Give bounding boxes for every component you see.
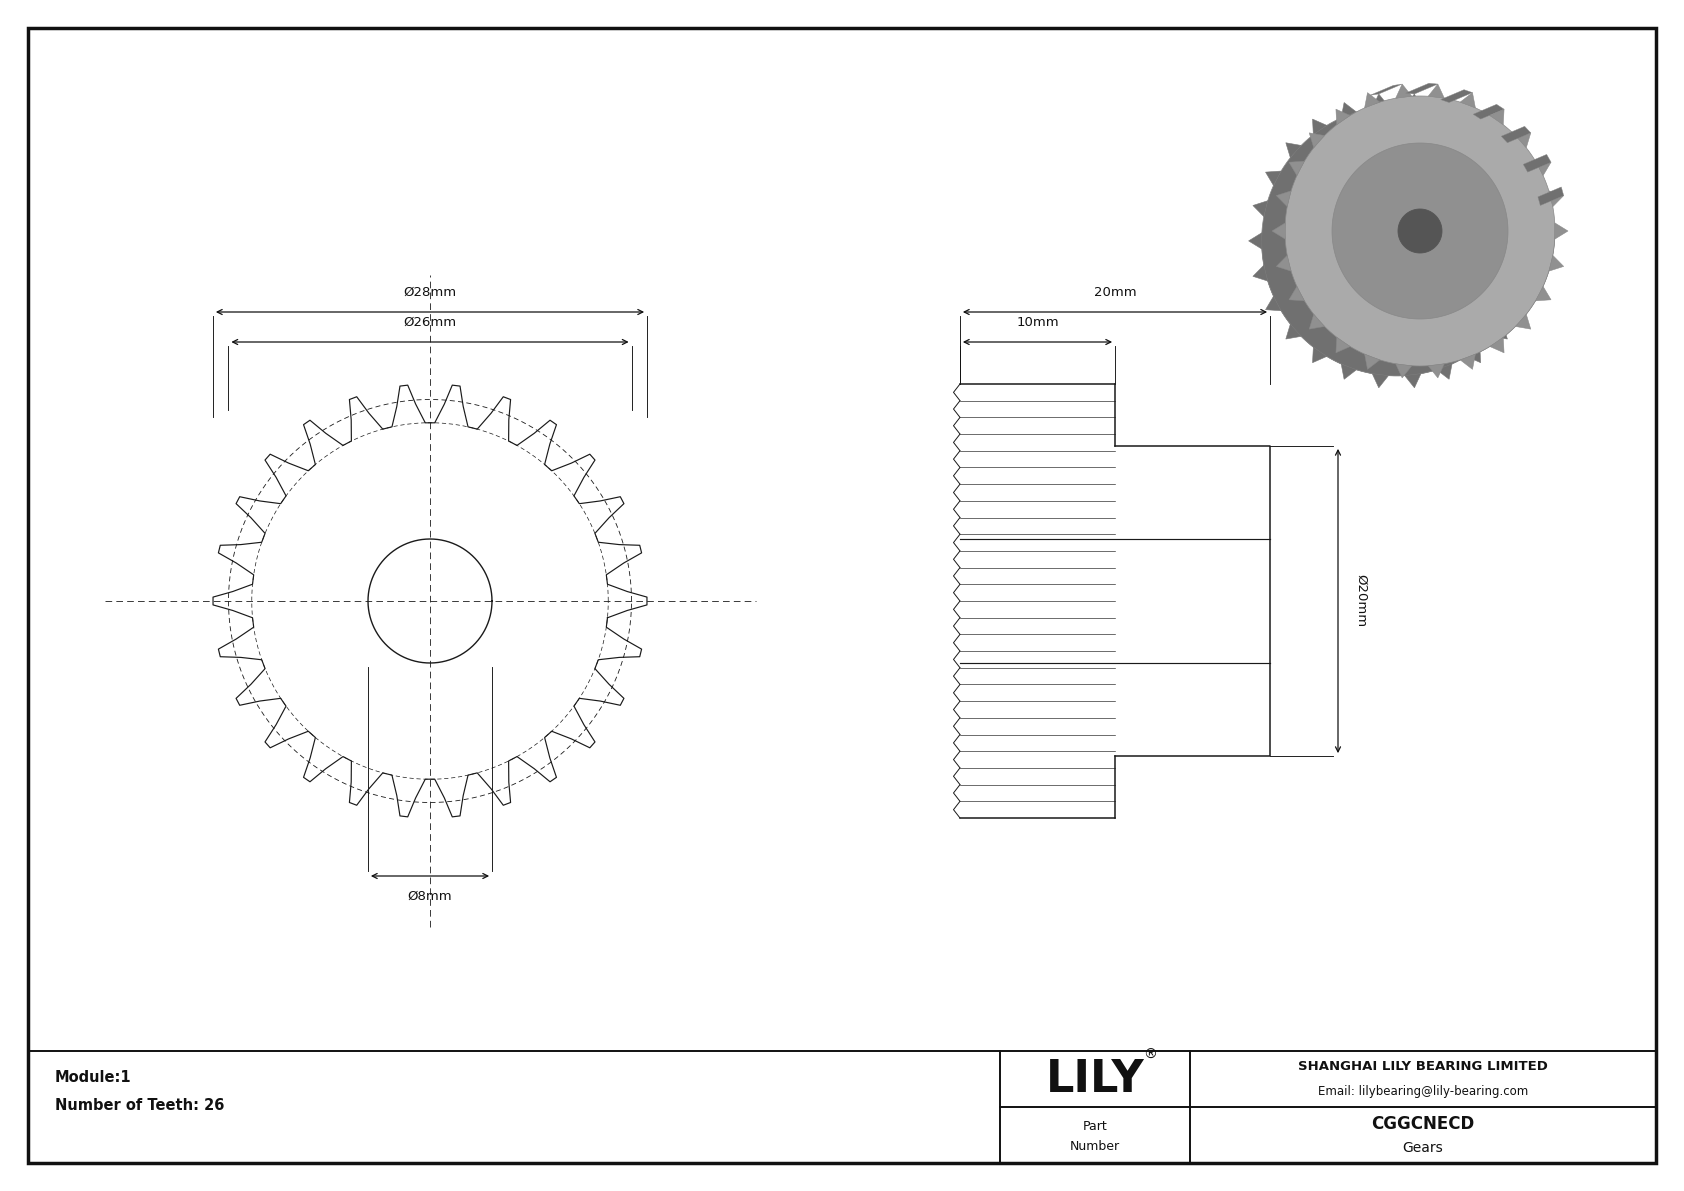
Polygon shape (1372, 94, 1388, 108)
Text: Number of Teeth: 26: Number of Teeth: 26 (56, 1098, 224, 1114)
Text: ®: ® (1143, 1048, 1157, 1062)
Polygon shape (1404, 94, 1421, 108)
Polygon shape (1287, 324, 1302, 339)
Polygon shape (1440, 89, 1472, 102)
Polygon shape (1285, 96, 1554, 366)
Text: Ø8mm: Ø8mm (408, 890, 453, 903)
Text: Ø28mm: Ø28mm (404, 286, 456, 299)
Polygon shape (1436, 102, 1452, 118)
Text: Number: Number (1069, 1140, 1120, 1153)
Polygon shape (1369, 85, 1403, 95)
Polygon shape (1512, 297, 1527, 311)
Polygon shape (1248, 232, 1261, 249)
Polygon shape (1526, 266, 1541, 281)
Polygon shape (1460, 93, 1475, 108)
Polygon shape (1288, 286, 1305, 301)
Polygon shape (1436, 364, 1452, 379)
Polygon shape (1467, 347, 1480, 363)
Polygon shape (1287, 143, 1302, 157)
Polygon shape (1404, 374, 1421, 388)
Text: Ø20mm: Ø20mm (1356, 574, 1367, 628)
Polygon shape (1396, 85, 1411, 98)
Text: Module:1: Module:1 (56, 1070, 131, 1085)
Polygon shape (1428, 363, 1445, 378)
Polygon shape (1253, 266, 1268, 281)
Text: 20mm: 20mm (1093, 286, 1137, 299)
Polygon shape (1266, 172, 1282, 186)
Polygon shape (1396, 363, 1411, 378)
Polygon shape (1492, 324, 1507, 339)
Polygon shape (1536, 161, 1551, 175)
Polygon shape (1398, 208, 1442, 252)
Text: Email: lilybearing@lily-bearing.com: Email: lilybearing@lily-bearing.com (1319, 1085, 1527, 1098)
Polygon shape (1490, 110, 1504, 125)
Polygon shape (1554, 223, 1568, 239)
Polygon shape (1261, 106, 1532, 376)
Polygon shape (1460, 354, 1475, 369)
Polygon shape (1312, 119, 1327, 135)
Polygon shape (1308, 133, 1325, 148)
Text: Gears: Gears (1403, 1141, 1443, 1155)
Polygon shape (1536, 286, 1551, 301)
Polygon shape (1276, 191, 1292, 207)
Text: Ø26mm: Ø26mm (404, 316, 456, 329)
Polygon shape (1537, 187, 1564, 206)
Text: SHANGHAI LILY BEARING LIMITED: SHANGHAI LILY BEARING LIMITED (1298, 1060, 1548, 1073)
Polygon shape (1526, 201, 1541, 217)
Polygon shape (1549, 255, 1564, 272)
Polygon shape (1335, 337, 1351, 353)
Polygon shape (1340, 364, 1356, 379)
Polygon shape (1253, 201, 1268, 217)
Polygon shape (1364, 354, 1379, 369)
Text: LILY: LILY (1046, 1058, 1145, 1100)
Text: CGGCNECD: CGGCNECD (1371, 1115, 1475, 1133)
Polygon shape (1266, 297, 1282, 311)
Polygon shape (1428, 85, 1445, 98)
Polygon shape (1531, 232, 1544, 249)
Polygon shape (1500, 126, 1531, 143)
Polygon shape (1308, 314, 1325, 329)
Polygon shape (1512, 172, 1527, 186)
Polygon shape (1524, 155, 1551, 173)
Polygon shape (1276, 255, 1292, 272)
Polygon shape (1288, 161, 1305, 175)
Polygon shape (1364, 93, 1379, 108)
Polygon shape (1467, 119, 1480, 135)
Polygon shape (1308, 231, 1507, 329)
Polygon shape (1335, 110, 1351, 125)
Polygon shape (1516, 133, 1531, 148)
Text: Part: Part (1083, 1120, 1108, 1133)
Polygon shape (1490, 337, 1504, 353)
Text: 10mm: 10mm (1015, 316, 1059, 329)
Polygon shape (1516, 314, 1531, 329)
Polygon shape (1406, 83, 1438, 94)
Polygon shape (1474, 105, 1504, 119)
Polygon shape (1372, 374, 1388, 388)
Polygon shape (1332, 143, 1507, 319)
Polygon shape (1261, 231, 1554, 376)
Polygon shape (1549, 191, 1564, 207)
Polygon shape (1340, 102, 1356, 118)
Polygon shape (1312, 347, 1327, 363)
Polygon shape (1492, 143, 1507, 157)
Polygon shape (1271, 223, 1285, 239)
